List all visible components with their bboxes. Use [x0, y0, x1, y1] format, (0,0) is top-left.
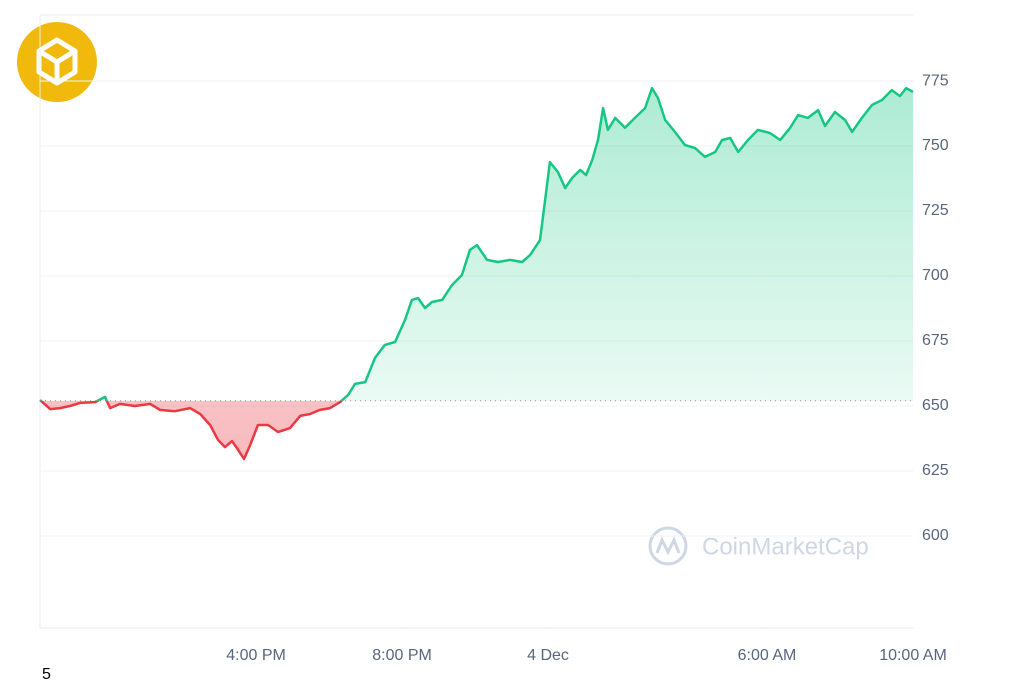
y-tick-label: 700	[922, 267, 949, 284]
y-tick-label: 725	[922, 202, 949, 219]
watermark-logo	[648, 526, 688, 566]
x-tick-label: 6:00 AM	[738, 647, 797, 664]
y-tick-label: 625	[922, 462, 949, 479]
y-tick-label: 600	[922, 527, 949, 544]
area-down	[40, 400, 913, 459]
x-tick-label: 4 Dec	[527, 647, 569, 664]
line-down	[39, 400, 344, 461]
y-tick-label: 675	[922, 332, 949, 349]
y-tick-label: 775	[922, 72, 949, 89]
x-tick-label: 10:00 AM	[879, 647, 947, 664]
area-up	[40, 88, 913, 401]
watermark: CoinMarketCap	[702, 533, 869, 560]
x-tick-label: 4:00 PM	[226, 647, 286, 664]
y-tick-label: 750	[922, 137, 949, 154]
logo	[17, 22, 97, 102]
x-tick-label: 8:00 PM	[372, 647, 432, 664]
y-tick-label: 650	[922, 397, 949, 414]
line-up	[39, 86, 914, 401]
footnote: 5	[42, 666, 51, 683]
